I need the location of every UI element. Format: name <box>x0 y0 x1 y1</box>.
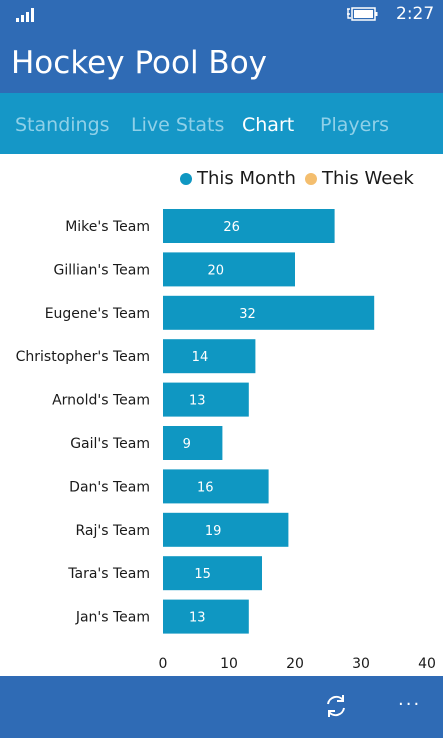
category-label: Tara's Team <box>67 566 150 582</box>
status-time: 2:27 <box>396 4 435 24</box>
tab-chart[interactable]: Chart <box>242 114 295 136</box>
legend-this-month: This Month <box>197 168 296 189</box>
category-label: Gillian's Team <box>54 262 150 278</box>
bar-data-label: 13 <box>189 611 206 626</box>
bar-this-month <box>163 252 295 287</box>
x-tick-label: 40 <box>418 656 436 672</box>
tab-live-stats[interactable]: Live Stats <box>131 114 225 136</box>
x-tick-label: 0 <box>159 656 168 672</box>
x-tick-label: 10 <box>220 656 238 672</box>
category-label: Raj's Team <box>76 523 150 539</box>
app-title: Hockey Pool Boy <box>11 45 268 81</box>
x-tick-label: 20 <box>286 656 304 672</box>
category-label: Arnold's Team <box>52 393 150 409</box>
category-label: Jan's Team <box>75 610 150 626</box>
bar-this-month <box>163 209 335 243</box>
bar-this-month <box>163 295 375 330</box>
battery-charging-icon <box>347 7 378 21</box>
bar-this-month <box>163 556 262 591</box>
category-label: Dan's Team <box>69 479 150 495</box>
category-label: Eugene's Team <box>45 306 150 322</box>
bar-data-label: 19 <box>205 524 222 539</box>
legend-this-month-swatch <box>180 173 192 185</box>
legend-this-week-swatch <box>305 173 317 185</box>
bar-data-label: 32 <box>239 307 256 322</box>
bar-data-label: 15 <box>194 567 211 582</box>
tab-standings[interactable]: Standings <box>15 114 110 136</box>
bar-this-month <box>163 469 269 504</box>
signal-icon <box>16 8 34 22</box>
bar-data-label: 26 <box>223 220 240 235</box>
bar-data-label: 9 <box>183 437 191 452</box>
header: 2:27 Hockey Pool Boy <box>0 0 443 93</box>
bar-data-label: 20 <box>208 263 225 278</box>
refresh-icon[interactable] <box>323 693 349 719</box>
bar-this-month <box>163 599 249 634</box>
bar-data-label: 14 <box>192 350 209 365</box>
pivot-tabs: Standings Live Stats Chart Players <box>0 93 443 154</box>
bar-this-month <box>163 512 289 547</box>
legend-this-week: This Week <box>322 168 414 189</box>
bar-this-month <box>163 339 256 374</box>
category-label: Gail's Team <box>70 436 150 452</box>
bar-chart: Mike's Team 26 Gillian's Team 20 Eugene's Te… <box>16 209 436 672</box>
more-icon[interactable]: ... <box>398 689 422 710</box>
bar-this-month <box>163 426 223 460</box>
category-label: Christopher's Team <box>16 349 150 365</box>
app-bar: ... <box>0 676 443 738</box>
x-tick-label: 30 <box>352 656 370 672</box>
bar-this-month <box>163 382 249 417</box>
bar-data-label: 13 <box>189 394 206 409</box>
category-label: Mike's Team <box>65 219 150 235</box>
bar-data-label: 16 <box>197 480 214 495</box>
tab-players[interactable]: Players <box>320 114 390 136</box>
